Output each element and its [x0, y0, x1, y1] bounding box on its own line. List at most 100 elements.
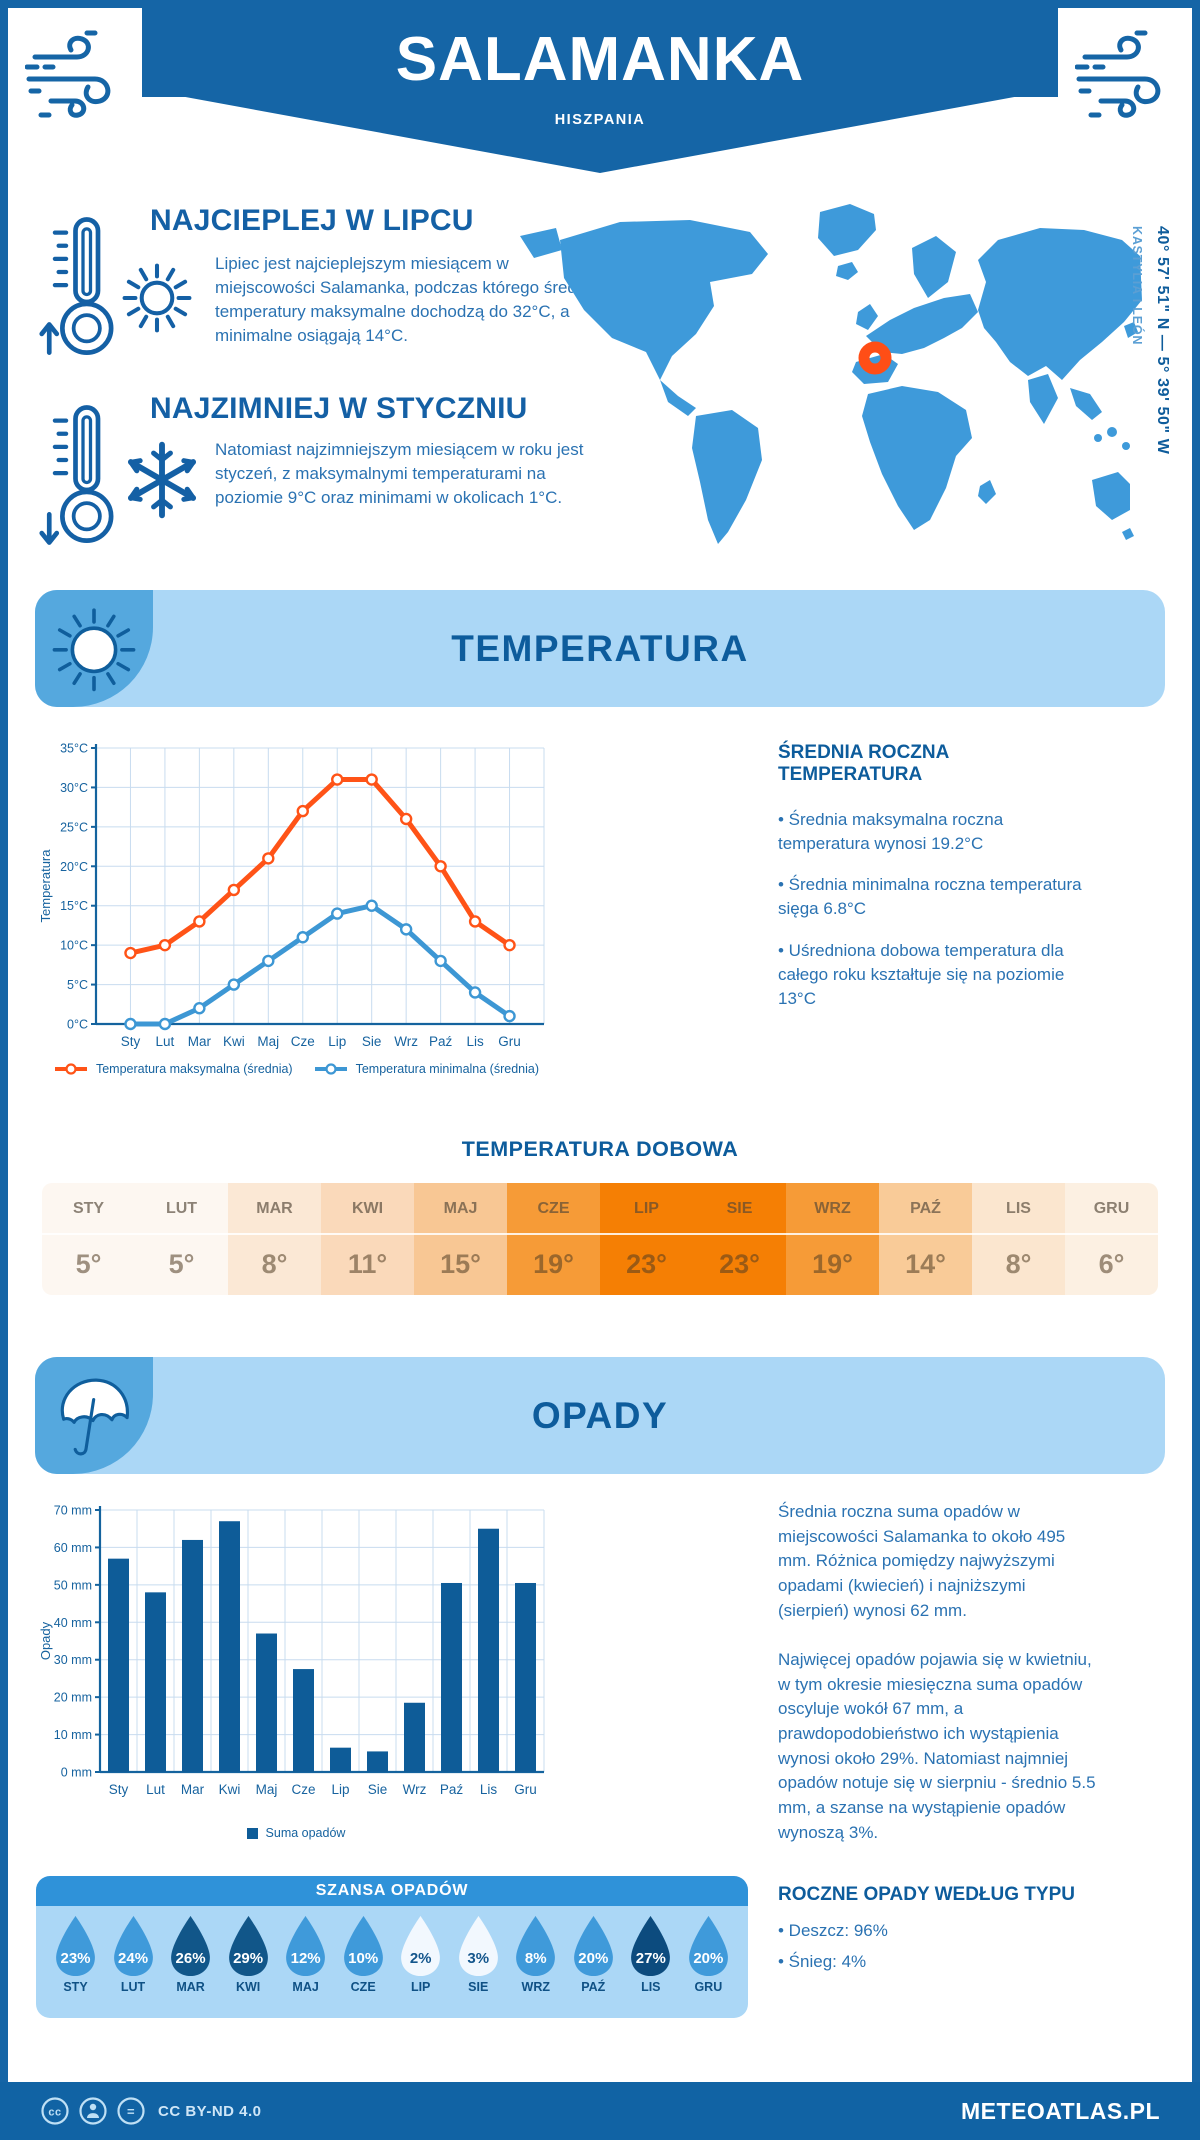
geo-coordinates-block: 40° 57' 51" N — 5° 39' 50" W KASTYLIA I … [1130, 226, 1171, 656]
svg-text:Paź: Paź [429, 1034, 453, 1049]
annual-bullet: • Średnia minimalna roczna temperatura s… [778, 875, 1082, 919]
svg-text:30 mm: 30 mm [54, 1653, 92, 1667]
footer: cc = CC BY-ND 4.0 METEOATLAS.PL [0, 2082, 1200, 2140]
svg-text:Lut: Lut [146, 1782, 165, 1797]
rain-chance-drop: 27% LIS [625, 1914, 676, 2018]
annual-bullet: • Uśredniona dobowa temperatura dla całe… [778, 940, 1065, 1008]
svg-text:Mar: Mar [188, 1034, 212, 1049]
raindrop-icon [401, 1915, 441, 1977]
svg-text:Opady: Opady [38, 1621, 53, 1660]
page-title: SALAMANKA [395, 25, 805, 94]
svg-text:0°C: 0°C [67, 1018, 88, 1032]
svg-text:Lut: Lut [156, 1034, 175, 1049]
warmest-month-heading: NAJCIEPLEJ W LIPCU [150, 204, 474, 237]
daily-temp-month: MAR [228, 1183, 321, 1235]
min-line-swatch [314, 1063, 347, 1075]
raindrop-icon [516, 1915, 556, 1977]
svg-text:20 mm: 20 mm [54, 1691, 92, 1705]
svg-text:25°C: 25°C [60, 820, 88, 834]
header-corner-left [8, 8, 142, 142]
rain-chance-value: 20% [578, 1950, 609, 1967]
legend-max-label: Temperatura maksymalna (średnia) [95, 1062, 293, 1076]
annual-temperature-column: ŚREDNIA ROCZNA TEMPERATURA • Średnia mak… [778, 742, 1096, 1028]
svg-text:=: = [127, 2104, 135, 2119]
snowflake-icon [127, 441, 197, 519]
rain-chance-value: 26% [175, 1950, 206, 1967]
rain-chance-drop: 26% MAR [165, 1914, 216, 2018]
rain-chance-value: 23% [60, 1950, 91, 1967]
cc-nd-icon: = [117, 2097, 145, 2125]
svg-text:Maj: Maj [257, 1034, 279, 1049]
raindrop-icon [56, 1915, 95, 1977]
license-block: cc = CC BY-ND 4.0 [40, 2096, 262, 2126]
umbrella-icon [60, 1378, 129, 1456]
daily-temp-value: 5° [75, 1249, 102, 1279]
site-name: METEOATLAS.PL [960, 2097, 1160, 2124]
rain-chance-drop: 8% WRZ [510, 1914, 561, 2018]
temperature-chart-legend: Temperatura maksymalna (średnia) Tempera… [26, 1062, 566, 1076]
svg-text:Sty: Sty [121, 1034, 141, 1049]
svg-text:10°C: 10°C [60, 939, 88, 953]
daily-temp-cell: SIE 23° [693, 1183, 786, 1295]
temperature-chart: 0°C 5°C 10°C 15°C 20°C 25°C 30°C 35°C Sty Lut Mar K… [36, 740, 556, 1056]
header-ribbon-chevron [180, 96, 1020, 173]
wind-icon [25, 30, 111, 118]
rain-chance-drop: 20% PAŹ [568, 1914, 619, 2018]
raindrop-icon [228, 1915, 268, 1977]
svg-text:Gru: Gru [514, 1782, 537, 1797]
bar-swatch [246, 1827, 258, 1839]
svg-text:cc: cc [48, 2107, 61, 2119]
legend-precip-label: Suma opadów [265, 1826, 346, 1840]
svg-text:Gru: Gru [498, 1034, 521, 1049]
svg-text:50 mm: 50 mm [54, 1578, 92, 1592]
right-border [1192, 0, 1200, 2140]
svg-text:Cze: Cze [291, 1034, 315, 1049]
precipitation-paragraph: Najwięcej opadów pojawia się w kwietniu,… [778, 1650, 1096, 1842]
daily-temperature-table: STY 5° LUT 5° MAR 8° KWI 11° MAJ 15° CZE 19° LIP 23° S… [42, 1183, 1158, 1295]
raindrop-icon [573, 1915, 613, 1977]
svg-text:Temperatura: Temperatura [38, 849, 53, 923]
daily-temp-value: 8° [1005, 1249, 1032, 1279]
precipitation-section-title: OPADY [531, 1395, 669, 1436]
cc-icons: cc = [40, 2096, 146, 2126]
svg-text:Sty: Sty [109, 1782, 129, 1797]
precipitation-chart: 0 mm 10 mm 20 mm 30 mm 40 mm 50 mm 60 mm 70 mm S… [36, 1500, 556, 1816]
page-subtitle: HISZPANIA [554, 112, 646, 128]
legend-item-max: Temperatura maksymalna (średnia) [53, 1062, 293, 1076]
raindrop-icon [688, 1915, 728, 1977]
precipitation-text-column: Średnia roczna suma opadów w miejscowośc… [778, 1500, 1100, 1870]
svg-text:Maj: Maj [256, 1782, 278, 1797]
svg-text:40 mm: 40 mm [54, 1616, 92, 1630]
coldest-month-text: Natomiast najzimniejszym miesiącem w rok… [215, 440, 584, 508]
svg-text:5°C: 5°C [67, 978, 88, 992]
rain-chance-month: GRU [694, 1980, 723, 1994]
license-label: CC BY-ND 4.0 [158, 2102, 262, 2120]
rain-chance-drop: 24% LUT [108, 1914, 159, 2018]
rain-chance-panel: SZANSA OPADÓW 23% STY 24% LUT 26% MAR 29% KWI 12… [36, 1876, 748, 2018]
daily-temp-cell: LIP 23° [600, 1183, 693, 1295]
daily-temperature-heading: TEMPERATURA DOBOWA [461, 1137, 739, 1161]
warmest-month-text: Lipiec jest najcieplejszym miesiącem w m… [215, 254, 600, 346]
svg-text:30°C: 30°C [60, 781, 88, 795]
world-map [520, 204, 1142, 544]
header-corner-right [1058, 8, 1192, 142]
map-marker [858, 341, 892, 375]
svg-text:Cze: Cze [291, 1782, 315, 1797]
rain-chance-drops-row: 23% STY 24% LUT 26% MAR 29% KWI 12% MAJ 10% CZE 2% LI… [36, 1906, 748, 2018]
svg-text:Lip: Lip [331, 1782, 349, 1797]
rain-chance-value: 29% [233, 1950, 264, 1967]
rain-chance-value: 2% [409, 1950, 432, 1967]
raindrop-icon [458, 1915, 498, 1977]
precipitation-paragraph: Średnia roczna suma opadów w miejscowośc… [778, 1502, 1066, 1620]
rain-chance-month: PAŹ [581, 1980, 606, 1994]
sun-icon [122, 263, 192, 333]
daily-temp-month: CZE [507, 1183, 600, 1235]
precipitation-type-heading: ROCZNE OPADY WEDŁUG TYPU [778, 1884, 1075, 1905]
region-label: KASTYLIA I LEÓN [1130, 226, 1144, 346]
rain-chance-value: 10% [348, 1950, 379, 1967]
svg-text:70 mm: 70 mm [54, 1504, 92, 1518]
legend-min-label: Temperatura minimalna (średnia) [355, 1062, 539, 1076]
svg-text:Wrz: Wrz [403, 1782, 427, 1797]
rain-chance-heading: SZANSA OPADÓW [36, 1876, 748, 1906]
